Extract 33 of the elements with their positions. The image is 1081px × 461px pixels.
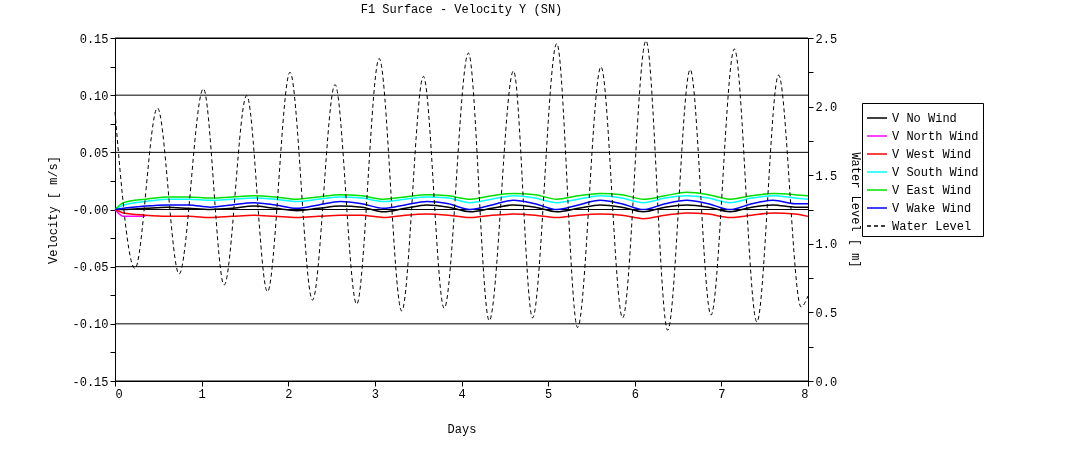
legend-label: V North Wind <box>892 130 979 144</box>
x-tick-label: 8 <box>801 387 809 402</box>
y2-tick-label: 2.0 <box>815 101 838 116</box>
y-tick-label: -0.15 <box>72 375 109 390</box>
x-axis-title: Days <box>447 422 477 437</box>
legend-label: V East Wind <box>892 184 972 198</box>
y-tick-label: -0.10 <box>72 318 109 333</box>
x-tick-label: 6 <box>631 387 639 402</box>
x-tick-label: 3 <box>371 387 379 402</box>
y2-tick-label: 2.5 <box>815 32 838 47</box>
x-tick-label: 5 <box>545 387 553 402</box>
y-tick-label: -0.05 <box>72 261 109 276</box>
legend-label: V South Wind <box>892 166 979 180</box>
legend-label: Water Level <box>892 220 972 234</box>
x-tick-label: 1 <box>198 387 206 402</box>
y-tick-label: 0.05 <box>79 146 109 161</box>
x-tick-label: 0 <box>115 387 123 402</box>
legend-label: V No Wind <box>892 112 957 126</box>
y-tick-label: 0.15 <box>79 32 109 47</box>
y2-tick-label: 0.5 <box>815 306 838 321</box>
y-axis-title: Velocity [ m/s] <box>47 155 62 265</box>
x-tick-label: 7 <box>718 387 726 402</box>
y2-tick-label: 1.5 <box>815 169 838 184</box>
y2-axis-title: Water Level [ m] <box>848 152 863 268</box>
legend-label: V Wake Wind <box>892 202 972 216</box>
y-tick-label: -0.00 <box>72 204 109 218</box>
x-tick-label: 4 <box>458 387 466 402</box>
x-tick-label: 2 <box>285 387 293 402</box>
y2-tick-label: 1.0 <box>815 238 838 253</box>
legend-label: V West Wind <box>892 148 972 162</box>
y-tick-label: 0.10 <box>79 89 109 104</box>
y2-tick-label: 0.0 <box>815 375 838 390</box>
chart-title: F1 Surface - Velocity Y (SN) <box>360 3 563 17</box>
